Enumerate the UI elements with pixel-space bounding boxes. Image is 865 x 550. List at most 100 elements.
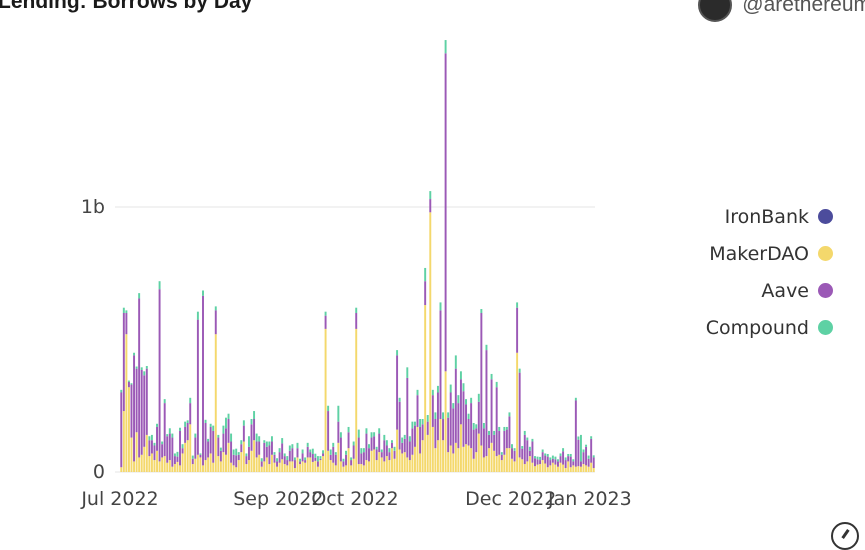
bar-segment-aave — [449, 392, 452, 446]
bar-segment-aave — [406, 377, 409, 458]
bar-segment-compound — [319, 456, 322, 459]
bar-segment-makerdao — [436, 440, 439, 472]
bar-segment-aave — [173, 456, 176, 465]
bar-segment-compound — [273, 452, 276, 455]
legend-item-ironbank[interactable]: IronBank — [706, 198, 833, 235]
bar-segment-aave — [255, 441, 258, 458]
bar-segment-makerdao — [587, 466, 590, 472]
bar-segment-makerdao — [462, 446, 465, 472]
bar-segment-makerdao — [465, 444, 467, 472]
bar-segment-aave — [551, 458, 554, 463]
bar-segment-aave — [480, 313, 483, 446]
bar-segment-compound — [457, 395, 460, 404]
bar-segment-compound — [150, 434, 153, 441]
bar-segment-makerdao — [163, 456, 166, 472]
bar-segment-compound — [444, 40, 447, 54]
bar-segment-makerdao — [133, 461, 136, 472]
bar-segment-makerdao — [564, 468, 567, 472]
bar-segment-makerdao — [184, 442, 187, 472]
legend-item-compound[interactable]: Compound — [706, 309, 833, 346]
bar-segment-aave — [436, 392, 439, 441]
bar-segment-makerdao — [488, 448, 490, 472]
bar-segment-makerdao — [153, 460, 156, 472]
bar-segment-aave — [355, 313, 358, 329]
bar-segment-makerdao — [171, 466, 174, 472]
bar-segment-makerdao — [235, 467, 238, 472]
bar-segment-compound — [342, 458, 345, 462]
bar-segment-makerdao — [265, 457, 268, 472]
bar-segment-aave — [293, 460, 296, 469]
bar-segment-compound — [309, 449, 312, 453]
bar-segment-compound — [534, 456, 536, 459]
legend-item-aave[interactable]: Aave — [706, 272, 833, 309]
bar-segment-aave — [253, 419, 256, 441]
bar-segment-makerdao — [212, 462, 215, 472]
author-handle[interactable]: @arethereum — [742, 0, 865, 16]
bar-segment-aave — [306, 446, 309, 458]
bar-segment-makerdao — [291, 461, 294, 472]
bar-segment-makerdao — [413, 446, 416, 472]
bar-segment-aave — [508, 416, 511, 449]
bar-segment-makerdao — [196, 454, 199, 472]
bar-segment-aave — [324, 315, 327, 329]
bar-segment-compound — [260, 458, 263, 462]
bar-segment-compound — [505, 426, 508, 430]
bar-segment-aave — [424, 281, 427, 306]
bar-segment-aave — [375, 449, 378, 461]
bar-segment-compound — [332, 442, 335, 447]
bar-segment-makerdao — [327, 450, 330, 472]
bar-segment-aave — [268, 445, 271, 465]
bar-segment-makerdao — [191, 464, 194, 472]
share-icon[interactable] — [831, 522, 859, 550]
bar-segment-aave — [265, 446, 268, 458]
bar-segment-aave — [513, 450, 516, 462]
bar-segment-makerdao — [276, 466, 279, 472]
bar-segment-aave — [350, 460, 353, 466]
bar-segment-aave — [245, 456, 248, 465]
y-tick-label: 1b — [81, 196, 105, 218]
bar-segment-compound — [212, 425, 215, 431]
bar-segment-compound — [536, 456, 539, 460]
bar-segment-compound — [235, 448, 238, 456]
bar-segment-compound — [217, 434, 220, 438]
bar-segment-compound — [311, 448, 314, 454]
bar-segment-makerdao — [268, 464, 271, 472]
bar-segment-makerdao — [288, 461, 291, 472]
bar-segment-aave — [362, 452, 365, 466]
bar-segment-makerdao — [138, 457, 141, 472]
bar-segment-aave — [421, 424, 424, 441]
bar-segment-aave — [516, 307, 519, 353]
bar-segment-compound — [500, 452, 503, 455]
bar-segment-makerdao — [161, 457, 164, 472]
bar-segment-compound — [498, 426, 501, 431]
bar-segment-aave — [439, 310, 442, 419]
bar-segment-compound — [429, 191, 432, 200]
bar-segment-compound — [322, 450, 324, 454]
bar-segment-makerdao — [314, 460, 317, 472]
bar-segment-aave — [286, 460, 289, 466]
author-badge[interactable]: @arethereum — [698, 0, 865, 22]
bar-segment-aave — [416, 395, 419, 427]
bar-segment-makerdao — [447, 452, 450, 473]
bar-segment-makerdao — [574, 466, 577, 472]
bar-segment-compound — [207, 438, 210, 442]
bar-segment-aave — [194, 437, 197, 459]
bar-segment-aave — [299, 461, 302, 465]
bar-segment-aave — [493, 434, 496, 451]
bar-segment-aave — [127, 381, 130, 388]
bar-segment-aave — [587, 458, 590, 467]
bar-segment-aave — [163, 403, 166, 457]
bar-segment-makerdao — [316, 466, 319, 472]
bar-segment-makerdao — [176, 461, 179, 472]
bar-segment-compound — [503, 426, 506, 431]
bar-segment-compound — [345, 450, 347, 455]
bar-segment-compound — [362, 448, 365, 453]
legend-item-makerdao[interactable]: MakerDAO — [706, 235, 833, 272]
bar-segment-aave — [196, 319, 199, 455]
bar-segment-compound — [347, 426, 350, 433]
bar-segment-aave — [373, 436, 376, 450]
legend-swatch — [818, 320, 833, 335]
bar-segment-aave — [431, 395, 434, 427]
bar-segment-aave — [472, 429, 475, 459]
